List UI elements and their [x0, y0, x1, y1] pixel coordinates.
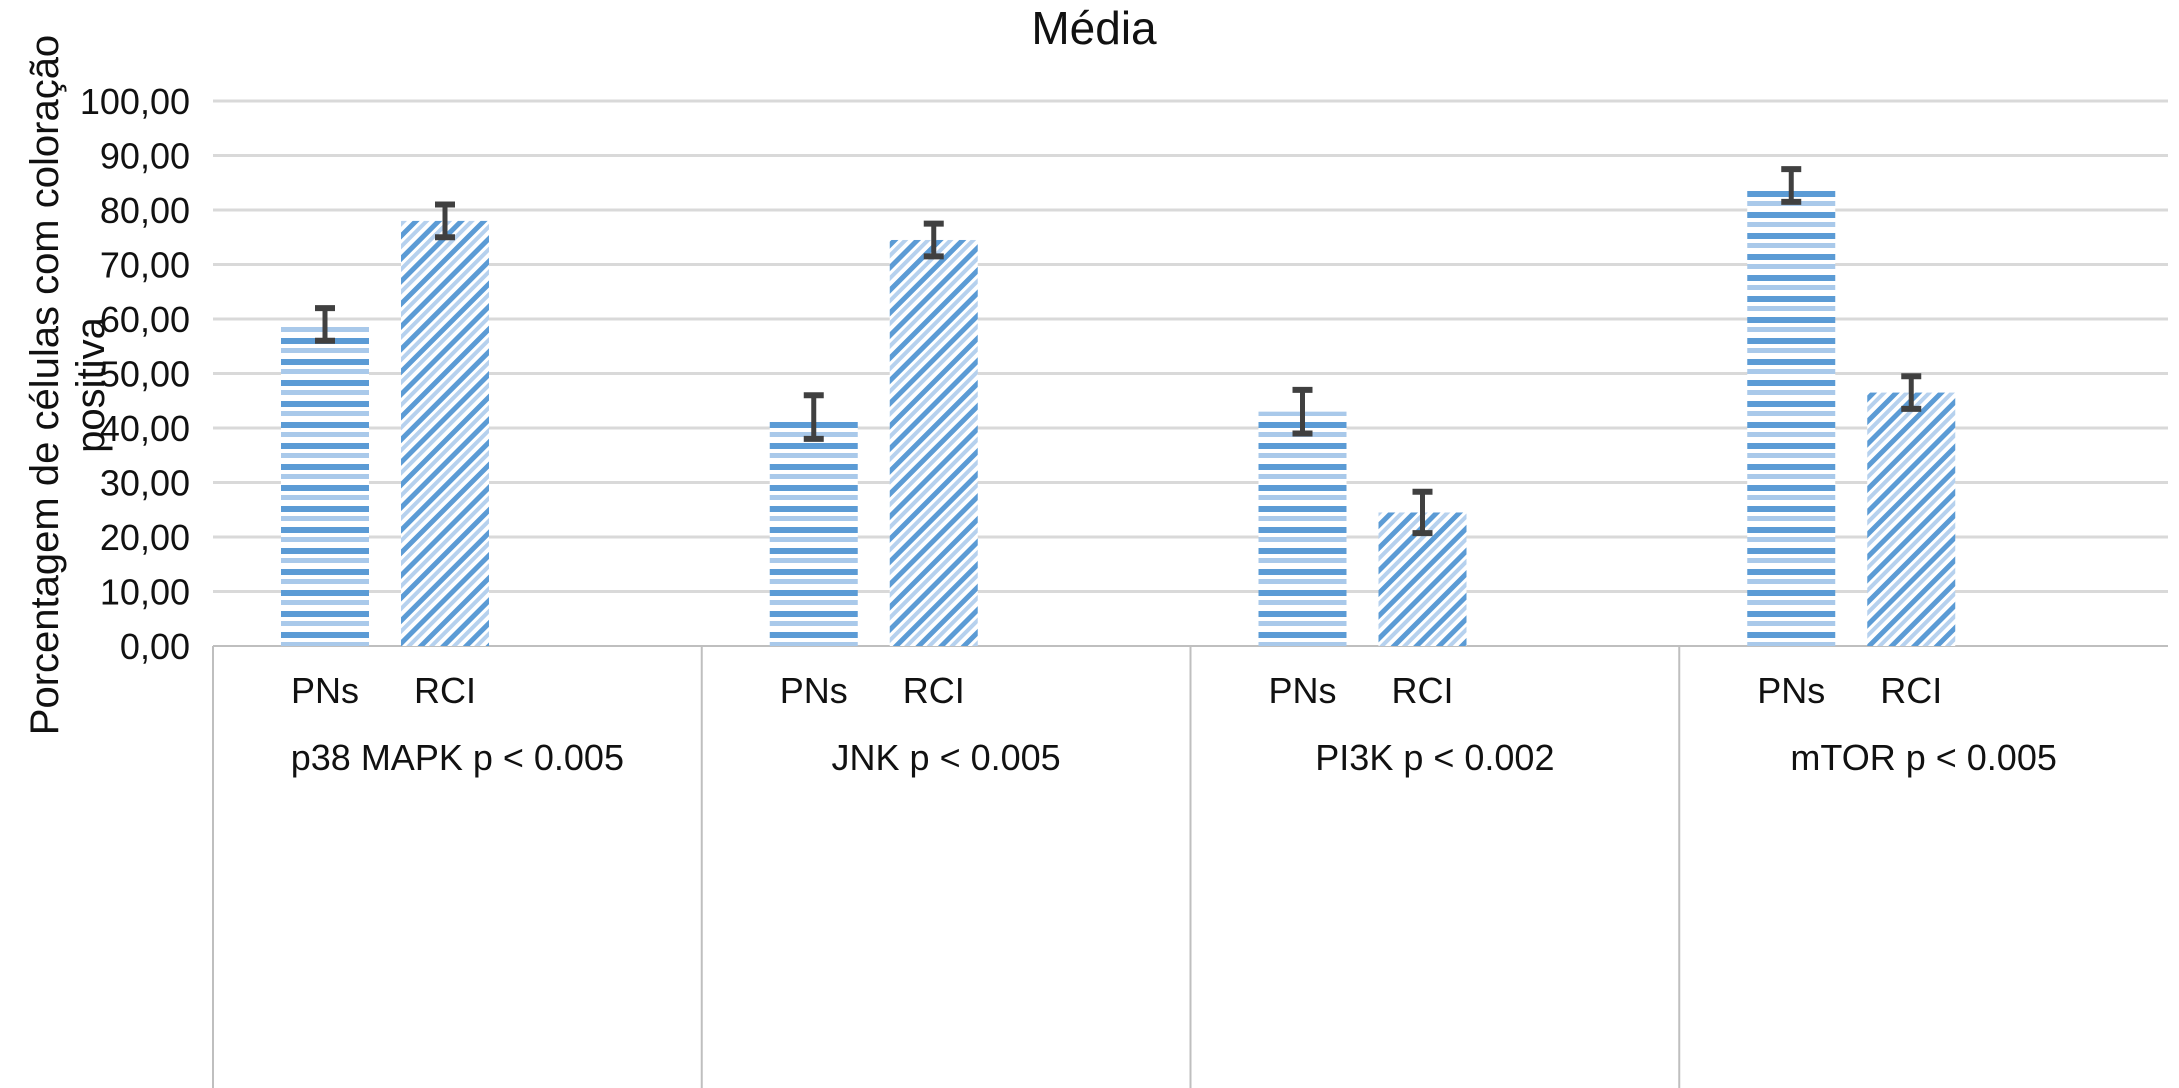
bar-rci: [1867, 392, 1956, 646]
y-tick-label: 60,00: [100, 299, 190, 340]
gridlines: [213, 99, 2168, 593]
y-tick-label: 30,00: [100, 463, 190, 504]
bar-category-label: PNs: [1268, 670, 1336, 711]
y-axis-label-line-2: positiva: [69, 316, 113, 452]
y-tick-label: 70,00: [100, 245, 190, 286]
chart-title: Média: [1031, 2, 1157, 54]
group-label: JNK p < 0.005: [832, 737, 1061, 778]
bar-category-label: RCI: [414, 670, 476, 711]
y-axis-label-line-1: Porcentagem de células com coloração: [23, 35, 67, 735]
y-tick-label: 50,00: [100, 354, 190, 395]
bar-pns: [1747, 185, 1836, 646]
y-tick-label: 40,00: [100, 408, 190, 449]
bar-rci: [401, 220, 489, 646]
y-tick-label: 100,00: [80, 81, 190, 122]
y-tick-label: 10,00: [100, 572, 190, 613]
bar-pns: [769, 417, 858, 646]
error-bar: [435, 201, 455, 241]
error-bar: [923, 220, 944, 260]
bar-pns: [1258, 411, 1347, 646]
group-label: mTOR p < 0.005: [1790, 737, 2056, 778]
category-labels: PNs RCI p38 MAPK p < 0.005 PNs RCI JNK p < 0.…: [291, 670, 2057, 778]
bar-rci: [889, 239, 978, 646]
error-bar: [1292, 386, 1313, 437]
bar-category-label: PNs: [780, 670, 848, 711]
y-axis-ticks: 0,00 10,00 20,00 30,00 40,00 50,00 60,00 70,00 8…: [80, 81, 190, 667]
error-bar: [315, 305, 335, 344]
bar-pns: [281, 324, 369, 646]
error-bar: [1901, 373, 1922, 412]
error-bar: [1412, 488, 1433, 537]
category-axis: [212, 645, 2168, 1088]
error-bars: [315, 166, 1922, 537]
y-tick-label: 0,00: [120, 626, 190, 667]
group-label: p38 MAPK p < 0.005: [291, 737, 624, 778]
y-axis-label: Porcentagem de células com coloração pos…: [23, 35, 113, 735]
group-label: PI3K p < 0.002: [1315, 737, 1554, 778]
bar-category-label: PNs: [1757, 670, 1825, 711]
y-tick-label: 20,00: [100, 517, 190, 558]
y-tick-label: 80,00: [100, 190, 190, 231]
error-bar: [1781, 166, 1802, 205]
bar-category-label: RCI: [903, 670, 965, 711]
bar-category-label: RCI: [1880, 670, 1942, 711]
bar-category-label: PNs: [291, 670, 359, 711]
bars: [281, 185, 1956, 646]
error-bar: [803, 392, 824, 442]
bar-category-label: RCI: [1392, 670, 1454, 711]
y-tick-label: 90,00: [100, 136, 190, 177]
